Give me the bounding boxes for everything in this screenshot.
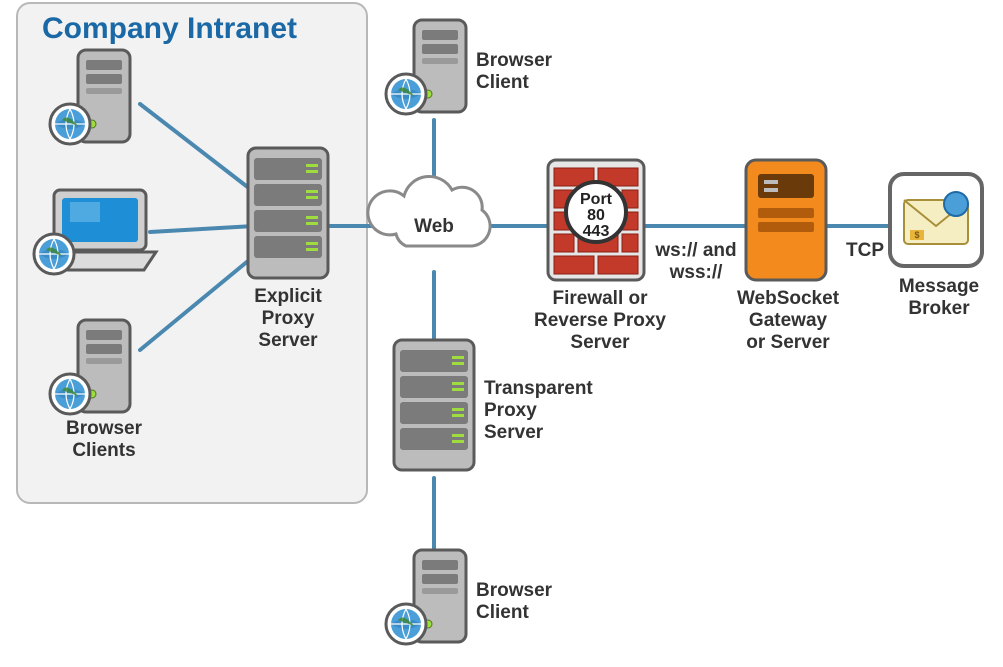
svg-text:80: 80 [587, 207, 605, 224]
node-explicit-proxy [248, 148, 328, 278]
label-browser-client-top: BrowserClient [476, 50, 586, 94]
edge-label-ws: ws:// andwss:// [646, 240, 746, 284]
label-browser-clients: BrowserClients [44, 418, 164, 462]
edge-client2-proxy [150, 226, 254, 232]
diagram-canvas: $ Web [0, 0, 1003, 667]
label-transparent-proxy: TransparentProxyServer [484, 378, 624, 444]
node-transparent-proxy [394, 340, 474, 470]
node-websocket-gateway [746, 160, 826, 280]
node-firewall: Port 80 443 [548, 160, 644, 280]
label-message-broker: MessageBroker [884, 276, 994, 320]
label-browser-client-bottom: BrowserClient [476, 580, 586, 624]
edge-client1-proxy [140, 104, 254, 192]
svg-text:Port: Port [580, 191, 613, 208]
label-firewall: Firewall orReverse ProxyServer [530, 288, 670, 354]
label-websocket-gateway: WebSocketGatewayor Server [728, 288, 848, 354]
node-message-broker [890, 174, 982, 266]
svg-text:443: 443 [583, 223, 610, 240]
cloud-label: Web [414, 216, 454, 237]
label-explicit-proxy: ExplicitProxyServer [230, 286, 346, 352]
edge-label-tcp: TCP [840, 240, 890, 262]
